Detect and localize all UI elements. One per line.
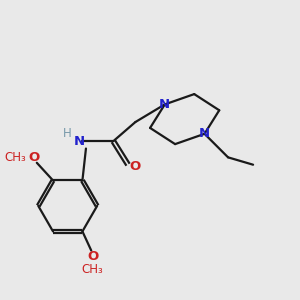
Text: N: N: [74, 135, 85, 148]
Text: O: O: [29, 151, 40, 164]
Text: N: N: [199, 127, 210, 140]
Text: N: N: [159, 98, 170, 111]
Text: CH₃: CH₃: [82, 263, 104, 276]
Text: H: H: [63, 127, 71, 140]
Text: O: O: [129, 160, 140, 173]
Text: CH₃: CH₃: [5, 151, 26, 164]
Text: O: O: [87, 250, 98, 263]
